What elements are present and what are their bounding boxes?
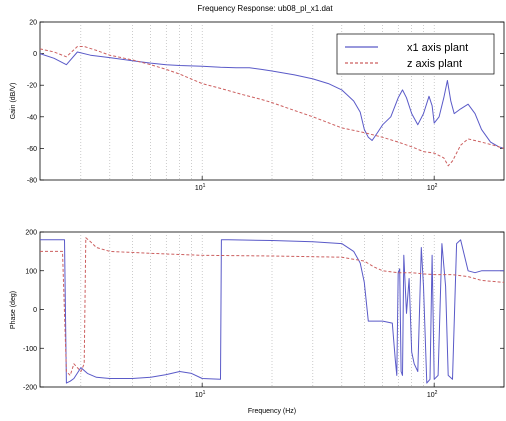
y-tick-label: 100 [25,268,37,275]
legend-label-z-axis-plant: z axis plant [407,58,462,70]
series-line-x1-axis-plant [40,239,504,384]
gain-plot-x-ticks: 101 102 [195,176,438,192]
series-line-z-axis-plant [40,237,505,376]
phase-plot: 200 100 0 -100 -200 101 102 Phase (deg) Frequ… [10,230,505,415]
gain-plot: 20 0 -20 -40 -60 -80 101 102 Gain (dB/V) x1 ax… [10,20,505,192]
y-tick-label: -40 [27,114,37,121]
phase-plot-ylabel: Phase (deg) [10,291,17,329]
x-tick-label: 102 [427,183,438,192]
y-tick-label: -60 [27,146,37,153]
legend-box [336,33,495,75]
gain-plot-legend: x1 axis plant z axis plant [336,33,495,75]
phase-plot-x-ticks: 101 102 [195,383,438,399]
y-tick-label: -100 [23,346,37,353]
legend-label-x1-axis-plant: x1 axis plant [407,42,468,54]
phase-plot-xlabel: Frequency (Hz) [248,408,296,415]
x-tick-label: 102 [427,390,438,399]
x-tick-label: 101 [195,183,206,192]
gain-plot-series [39,46,505,167]
gain-plot-grid [80,22,435,180]
y-tick-label: 200 [25,230,37,237]
y-tick-label: -80 [27,178,37,185]
y-tick-label: -20 [27,83,37,90]
series-line-z-axis-plant [39,46,505,167]
x-tick-label: 101 [195,390,206,399]
y-tick-label: 20 [29,20,37,27]
gain-plot-ylabel: Gain (dB/V) [10,83,17,120]
y-tick-label: 0 [33,307,37,314]
y-tick-label: 0 [33,51,37,58]
phase-plot-series [40,237,505,384]
gain-plot-title: Frequency Response: ub08_pl_x1.dat [197,4,333,13]
y-tick-label: -200 [23,385,37,392]
series-line-x1-axis-plant [39,51,505,149]
